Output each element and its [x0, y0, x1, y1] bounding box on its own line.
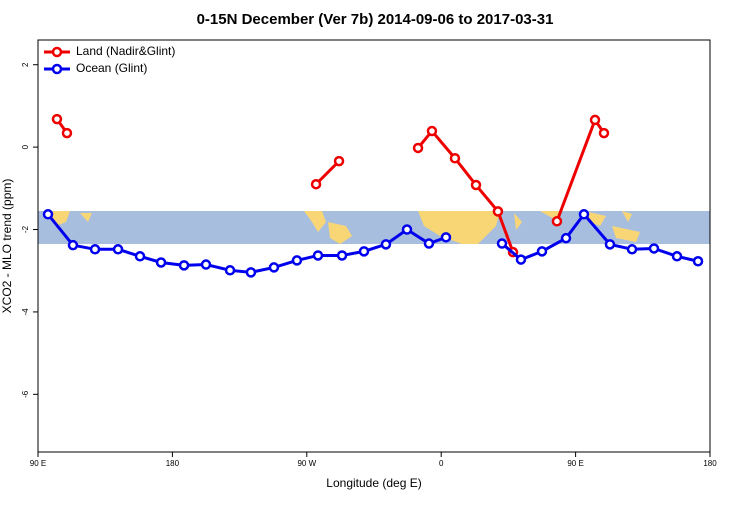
data-point [604, 239, 616, 250]
x-axis-label: Longitude (deg E) [326, 476, 421, 490]
data-point [51, 113, 63, 125]
land-shape [304, 211, 352, 244]
series-line [55, 116, 606, 253]
data-point [310, 178, 322, 190]
land-shape [540, 211, 640, 242]
x-tick-label: 90 W [297, 459, 316, 468]
x-tick-label: 180 [703, 459, 717, 468]
data-point [155, 257, 167, 268]
data-point [61, 127, 73, 139]
y-tick-label: -4 [21, 308, 30, 316]
y-tick-label: 0 [21, 144, 30, 149]
data-point [312, 250, 324, 261]
data-point [245, 267, 257, 278]
data-point [470, 179, 482, 191]
data-point [648, 243, 660, 254]
data-point [401, 224, 413, 235]
data-point [692, 255, 704, 267]
data-point [268, 262, 280, 273]
data-point [598, 127, 610, 139]
data-point [578, 209, 590, 220]
plot-frame [37, 39, 711, 453]
data-point [492, 206, 504, 217]
legend-marker [51, 46, 63, 58]
data-point [112, 244, 124, 255]
land-shape [48, 211, 92, 226]
x-tick-label: 180 [166, 459, 180, 468]
data-point [560, 232, 572, 244]
ocean-band [38, 211, 710, 244]
data-point [333, 155, 345, 167]
data-point [589, 114, 601, 126]
data-point [449, 152, 461, 164]
data-point [224, 265, 236, 276]
data-point [380, 239, 392, 250]
data-point [67, 239, 79, 251]
data-point [358, 246, 370, 257]
data-point [134, 251, 146, 262]
x-tick-label: 90 E [567, 459, 583, 468]
map-band [38, 211, 710, 244]
y-tick-label: 2 [21, 62, 30, 67]
data-point [412, 142, 424, 154]
x-tick-label: 0 [439, 459, 444, 468]
y-tick-label: -6 [21, 390, 30, 398]
data-point [551, 216, 563, 227]
legend-label: Ocean (Glint) [76, 61, 147, 75]
data-point [89, 244, 101, 255]
data-point [42, 209, 54, 220]
data-point [626, 244, 638, 255]
data-point [440, 232, 452, 243]
data-point [426, 125, 438, 137]
data-point [515, 254, 527, 265]
y-tick-label: -2 [21, 225, 30, 233]
data-point [496, 238, 508, 249]
legend-label: Land (Nadir&Glint) [76, 44, 175, 58]
data-point [336, 250, 348, 261]
data-point [291, 255, 303, 266]
data-point [671, 251, 683, 262]
data-point [423, 238, 435, 249]
data-point [200, 259, 212, 270]
x-tick-label: 90 E [30, 459, 46, 468]
chart-title: 0-15N December (Ver 7b) 2014-09-06 to 20… [197, 11, 554, 28]
y-axis-label: XCO2 - MLO trend (ppm) [0, 179, 14, 314]
legend-marker [51, 63, 63, 75]
data-point [178, 260, 190, 271]
data-point [536, 246, 548, 257]
